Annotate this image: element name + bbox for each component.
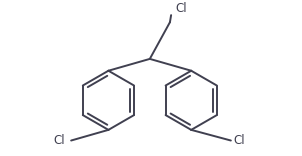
Text: Cl: Cl [234,134,246,147]
Text: Cl: Cl [176,2,188,15]
Text: Cl: Cl [54,134,65,147]
